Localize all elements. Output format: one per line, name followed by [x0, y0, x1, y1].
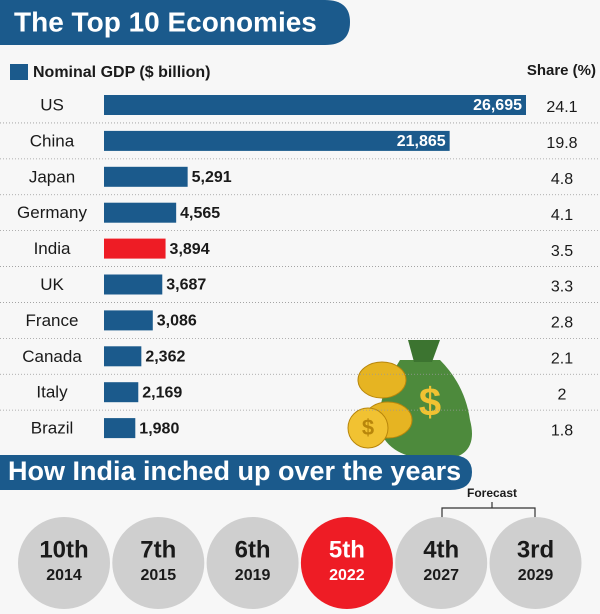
rank-circle: [395, 517, 488, 609]
bar: [104, 95, 526, 115]
rank: 7th: [140, 536, 176, 563]
value-label: 5,291: [192, 169, 232, 186]
rank-circle: [18, 517, 110, 609]
share-value: 4.1: [551, 207, 573, 224]
rank: 6th: [235, 536, 271, 563]
rankings-banner: [0, 455, 472, 490]
rank: 4th: [423, 536, 459, 563]
value-label: 26,695: [473, 97, 522, 114]
bar: [104, 346, 142, 367]
bar: [104, 166, 188, 187]
value-label: 21,865: [397, 133, 446, 150]
rank: 5th: [329, 536, 365, 563]
value-label: 3,086: [157, 313, 197, 330]
bar: [104, 310, 153, 331]
rank-year: 2027: [423, 567, 459, 584]
bar: [104, 274, 163, 295]
category-label: UK: [40, 275, 64, 294]
share-value: 19.8: [546, 135, 577, 152]
rank-circle: [206, 517, 299, 609]
share-value: 2.8: [551, 315, 573, 332]
rank-year: 2022: [329, 567, 365, 584]
forecast-label: Forecast: [467, 486, 517, 500]
category-label: Japan: [29, 167, 75, 186]
rankings-title: How India inched up over the years: [8, 456, 461, 486]
rank-year: 2019: [235, 567, 271, 584]
svg-text:$: $: [419, 381, 441, 425]
bar: [104, 238, 166, 259]
share-value: 3.3: [551, 279, 573, 296]
value-label: 3,894: [170, 241, 210, 258]
value-label: 4,565: [180, 205, 220, 222]
share-value: 2: [558, 386, 567, 403]
money-bag: $ $: [347, 340, 472, 460]
share-value: 2.1: [551, 351, 573, 368]
category-label: Brazil: [31, 419, 74, 438]
value-label: 1,980: [139, 420, 179, 437]
rank-circle: [489, 517, 582, 609]
forecast-bracket: [441, 502, 536, 518]
bar: [104, 418, 136, 439]
rank-year: 2015: [141, 567, 177, 584]
rank-circle: [112, 517, 205, 609]
category-label: China: [30, 131, 75, 150]
legend-swatch: [10, 64, 28, 80]
legend-label: Nominal GDP ($ billion): [33, 64, 211, 81]
chart-title: The Top 10 Economies: [14, 6, 317, 37]
category-label: Germany: [17, 203, 87, 222]
value-label: 2,169: [142, 384, 182, 401]
category-label: India: [34, 239, 71, 258]
category-label: France: [26, 311, 79, 330]
value-label: 3,687: [166, 277, 206, 294]
rank: 3rd: [517, 536, 554, 563]
rank: 10th: [39, 536, 88, 563]
share-header: Share (%): [527, 62, 596, 79]
rank-circle: [300, 517, 393, 609]
bar: [104, 202, 177, 223]
bar: [104, 130, 450, 151]
category-label: Italy: [36, 383, 68, 402]
title-banner: [0, 0, 350, 45]
rank-year: 2014: [46, 567, 82, 584]
svg-text:$: $: [362, 415, 374, 440]
share-value: 4.8: [551, 171, 573, 188]
share-value: 24.1: [546, 99, 577, 116]
value-label: 2,362: [145, 349, 185, 366]
category-label: Canada: [22, 347, 82, 366]
share-value: 3.5: [551, 243, 573, 260]
category-label: US: [40, 95, 64, 114]
bar: [104, 382, 139, 403]
rank-year: 2029: [518, 567, 554, 584]
share-value: 1.8: [551, 422, 573, 439]
